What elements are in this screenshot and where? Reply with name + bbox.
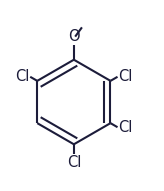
Text: Cl: Cl — [118, 120, 133, 135]
Text: Cl: Cl — [67, 155, 81, 170]
Text: Cl: Cl — [15, 69, 29, 84]
Text: Cl: Cl — [118, 69, 133, 84]
Text: O: O — [68, 29, 80, 44]
